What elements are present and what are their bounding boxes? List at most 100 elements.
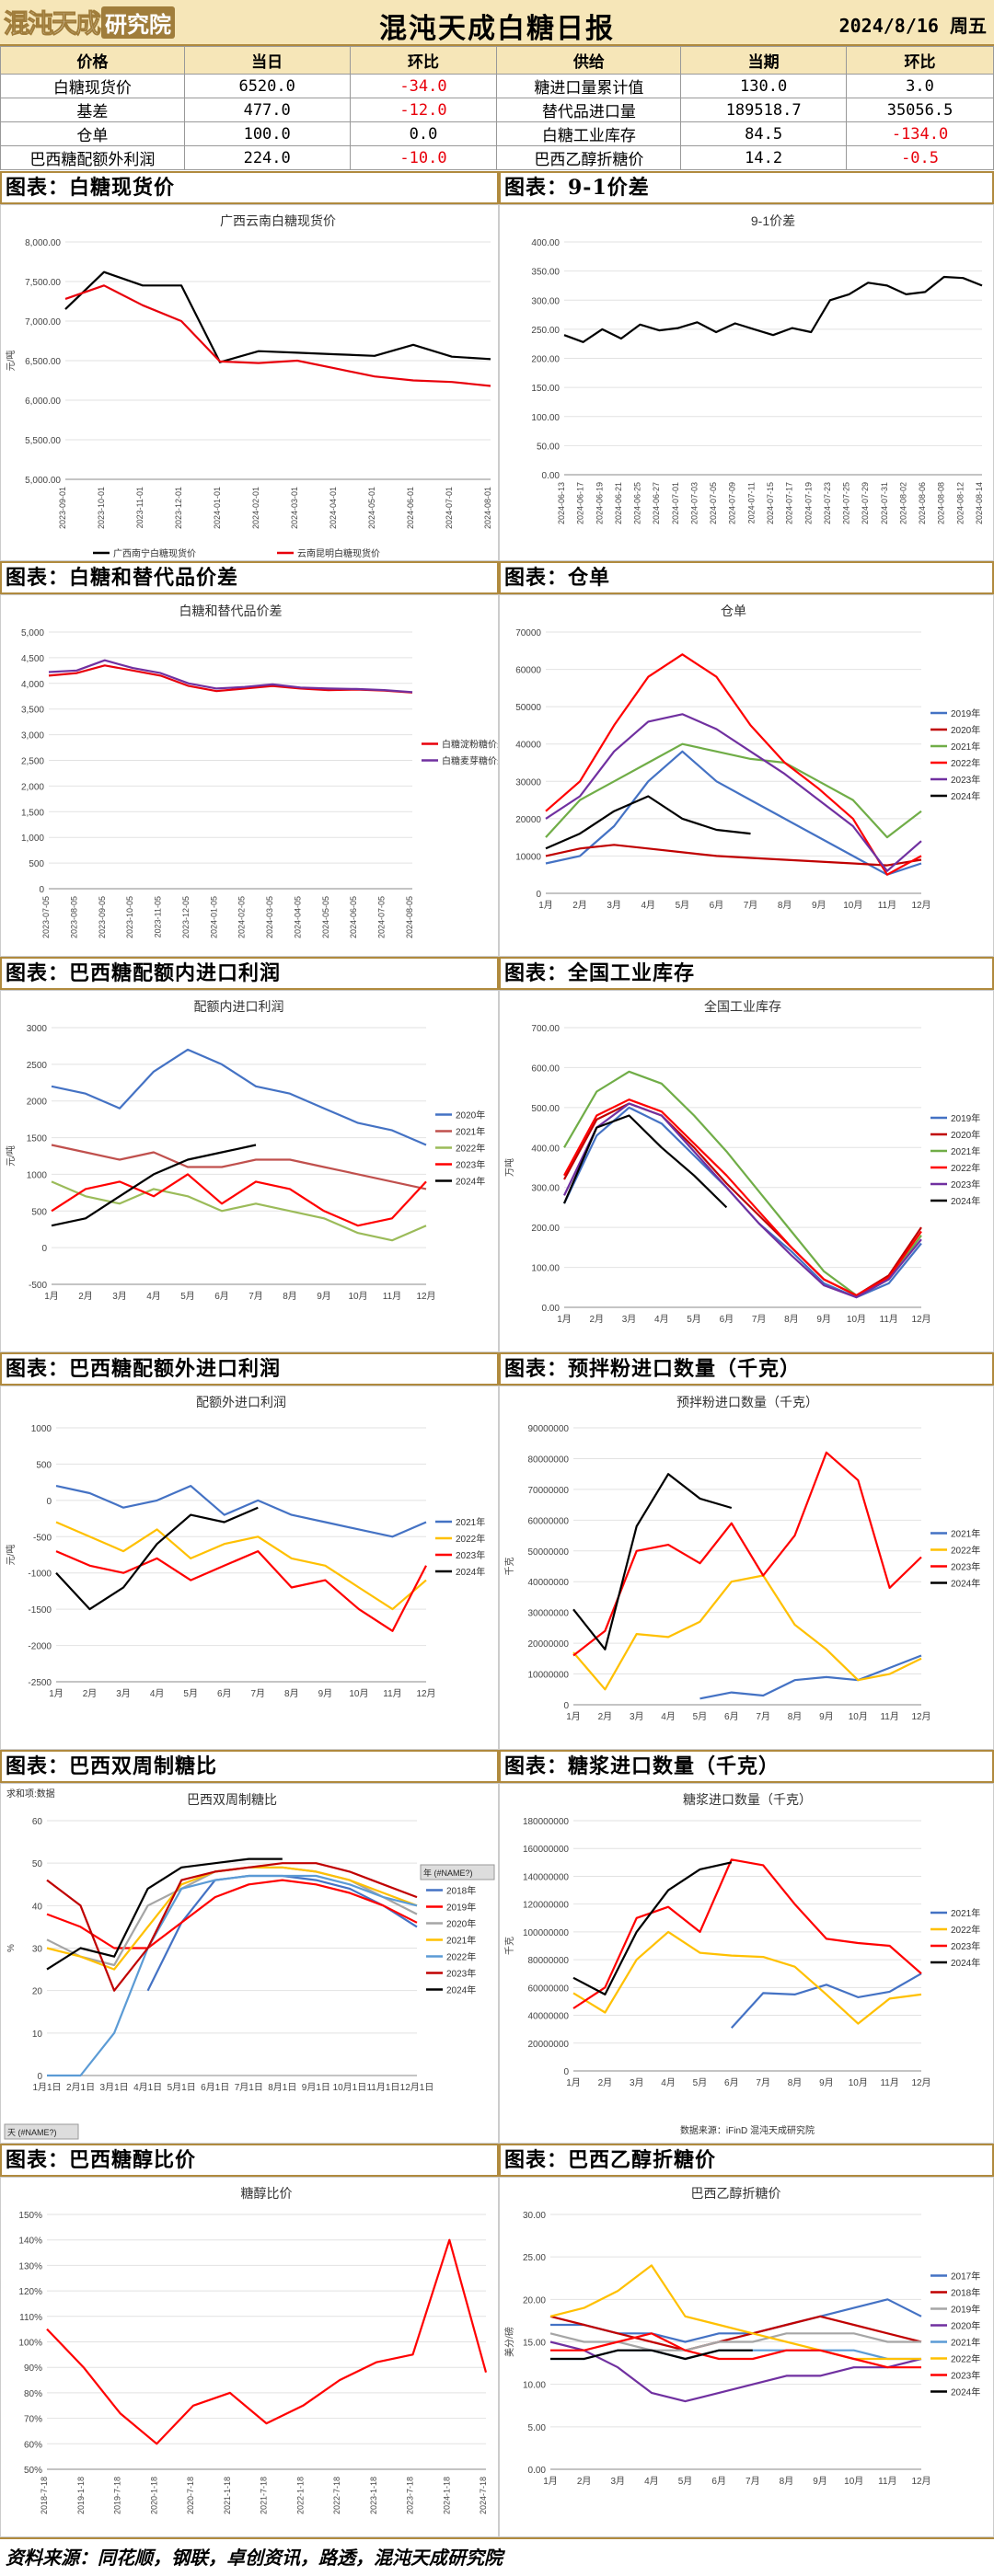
chart-syrup: 糖浆进口数量（千克） 0 20000000 40000000 60000000 80000…: [504, 1792, 980, 2136]
y-tick-label: 400.00: [531, 1144, 560, 1154]
series-line: [563, 275, 983, 343]
table-header-cell: 价格: [0, 46, 185, 75]
series-line: [572, 1574, 922, 1691]
table-cell: 224.0: [183, 145, 351, 170]
x-tick-label: 1月: [566, 2077, 581, 2088]
y-tick-label: 60000000: [528, 1984, 570, 1994]
x-tick-label: 2024-04-05: [293, 896, 302, 938]
legend-label: 2020年: [446, 1918, 476, 1930]
y-tick-label: 1500: [27, 1134, 48, 1144]
y-tick-label: 40000: [515, 741, 541, 751]
x-tick-label: 12月: [416, 1291, 435, 1302]
pivot-note: 求和项:数据: [6, 1788, 55, 1800]
y-tick-label: 140%: [18, 2237, 42, 2247]
table-cell: 白糖工业库存: [496, 121, 682, 146]
y-axis-label: 元/吨: [5, 351, 17, 372]
chart-title: 9-1价差: [751, 213, 795, 228]
y-tick-label: 70000000: [528, 1486, 570, 1496]
x-tick-label: 2024-01-05: [209, 896, 218, 938]
x-tick-label: 2019-1-18: [76, 2477, 86, 2514]
legend-label: 2022年: [446, 1951, 476, 1963]
table-cell: -134.0: [846, 121, 994, 146]
y-tick-label: 0: [563, 2067, 569, 2077]
chart-title: 巴西双周制糖比: [187, 1792, 277, 1807]
x-tick-label: 4月: [641, 900, 655, 911]
table-cell: 84.5: [680, 121, 848, 146]
filter-button-box: [4, 2123, 79, 2140]
panel-heading: 图表：9-1价差: [499, 171, 994, 204]
chart-inventory: 全国工业库存 0.00 100.00 200.00 300.00 400.00 500.00…: [503, 999, 980, 1325]
x-tick-label: 9月: [318, 1688, 333, 1699]
x-tick-label: 5月: [678, 2476, 693, 2487]
legend-label: 2023年: [951, 2370, 980, 2382]
y-tick-label: 1,000: [21, 834, 44, 844]
x-tick-label: 11月: [383, 1688, 401, 1699]
legend-label: 2023年: [456, 1159, 485, 1171]
table-cell: 35056.5: [846, 98, 994, 122]
x-tick-label: 2月: [83, 1688, 98, 1699]
chart-spread: 9-1价差 0.00 50.00 100.00 150.00 200.00 250.00 30…: [531, 213, 984, 524]
legend-label: 2019年: [446, 1902, 476, 1914]
x-tick-label: 2023-08-05: [69, 896, 78, 938]
y-tick-label: 60000000: [528, 1516, 570, 1526]
series-line: [545, 750, 922, 876]
y-tick-label: 60000: [515, 666, 541, 676]
legend-label: 2018年: [951, 2287, 980, 2299]
chart-panel-warehouse: 仓单 0 10000 20000 30000 40000 50000 60000 70000 1月…: [499, 594, 994, 957]
y-tick-label: 3,000: [21, 731, 44, 742]
x-tick-label: 3月: [112, 1291, 127, 1302]
y-tick-label: 2,000: [21, 782, 44, 792]
y-tick-label: 5,000: [21, 628, 44, 638]
series-line: [46, 1866, 418, 1967]
y-tick-label: 250.00: [531, 326, 560, 336]
y-tick-label: 40000000: [528, 1578, 570, 1588]
x-tick-label: 11月: [878, 2476, 896, 2487]
x-tick-label: 2024-03-01: [290, 487, 299, 529]
chart-panel-quota-out: 配额外进口利润 -2500 -2000 -1500 -1000 -500 0 500 1000 元…: [0, 1386, 499, 1750]
panel-heading: 图表：全国工业库存: [499, 957, 994, 990]
series-line: [48, 659, 413, 694]
y-tick-label: 15.00: [523, 2339, 546, 2349]
y-tick-label: 500: [31, 1207, 47, 1217]
y-tick-label: -500: [33, 1533, 52, 1543]
x-tick-label: 8月: [780, 2476, 794, 2487]
chart-panel-ethanol-price: 巴西乙醇折糖价 0.00 5.00 10.00 15.00 20.00 25.00 30.00…: [499, 2177, 994, 2537]
legend-label: 2024年: [951, 1195, 980, 1207]
table-cell: 14.2: [680, 145, 848, 170]
table-row: 基差 477.0 -12.0 替代品进口量 189518.7 35056.5: [0, 98, 994, 122]
series-line: [55, 1506, 259, 1611]
chart-sugar-mix: 巴西双周制糖比 0 10 20 30 40 50 60% 1月1日 2月1日 3月1日 4月1日 5月1…: [4, 1788, 495, 2140]
chart-panel-sugar-mix: 巴西双周制糖比 0 10 20 30 40 50 60% 1月1日 2月1日 3月1日 4月1日 5月1…: [0, 1783, 499, 2144]
x-tick-label: 2024-08-14: [975, 482, 984, 524]
series-line: [562, 1114, 728, 1209]
x-tick-label: 2024-05-01: [367, 487, 376, 529]
x-tick-label: 5月: [183, 1688, 198, 1699]
y-tick-label: 150%: [18, 2211, 42, 2221]
chart-title: 全国工业库存: [704, 999, 781, 1014]
y-tick-label: -1500: [28, 1605, 52, 1616]
legend-label: 云南昆明白糖现货价: [297, 547, 380, 559]
panel-heading: 图表：白糖现货价: [0, 171, 499, 204]
series-line: [46, 1857, 283, 1971]
x-tick-label: 1月: [49, 1688, 64, 1699]
x-tick-label: 2024-07-19: [803, 482, 813, 524]
x-tick-label: 2024-07-05: [377, 896, 387, 938]
x-tick-label: 1月: [557, 1314, 572, 1325]
series-line: [545, 713, 922, 872]
panel-heading: 图表：白糖和替代品价差: [0, 561, 499, 594]
y-axis-label: %: [6, 1944, 17, 1952]
y-tick-label: 8,000.00: [25, 238, 61, 248]
y-tick-label: 160000000: [523, 1845, 569, 1855]
y-tick-label: -2000: [28, 1642, 52, 1652]
y-tick-label: 500.00: [531, 1104, 560, 1114]
x-tick-label: 2023-12-05: [181, 896, 191, 938]
legend-label: 2023年: [951, 774, 980, 786]
x-tick-label: 12月: [911, 1314, 930, 1325]
x-tick-label: 1月: [543, 2476, 558, 2487]
x-tick-label: 10月: [349, 1688, 368, 1699]
x-tick-label: 6月: [724, 2077, 739, 2088]
panel-heading: 图表：巴西糖配额外进口利润: [0, 1352, 499, 1386]
series-line: [563, 1098, 922, 1297]
legend-label: 2021年: [456, 1126, 485, 1138]
y-tick-label: 70%: [24, 2415, 42, 2425]
